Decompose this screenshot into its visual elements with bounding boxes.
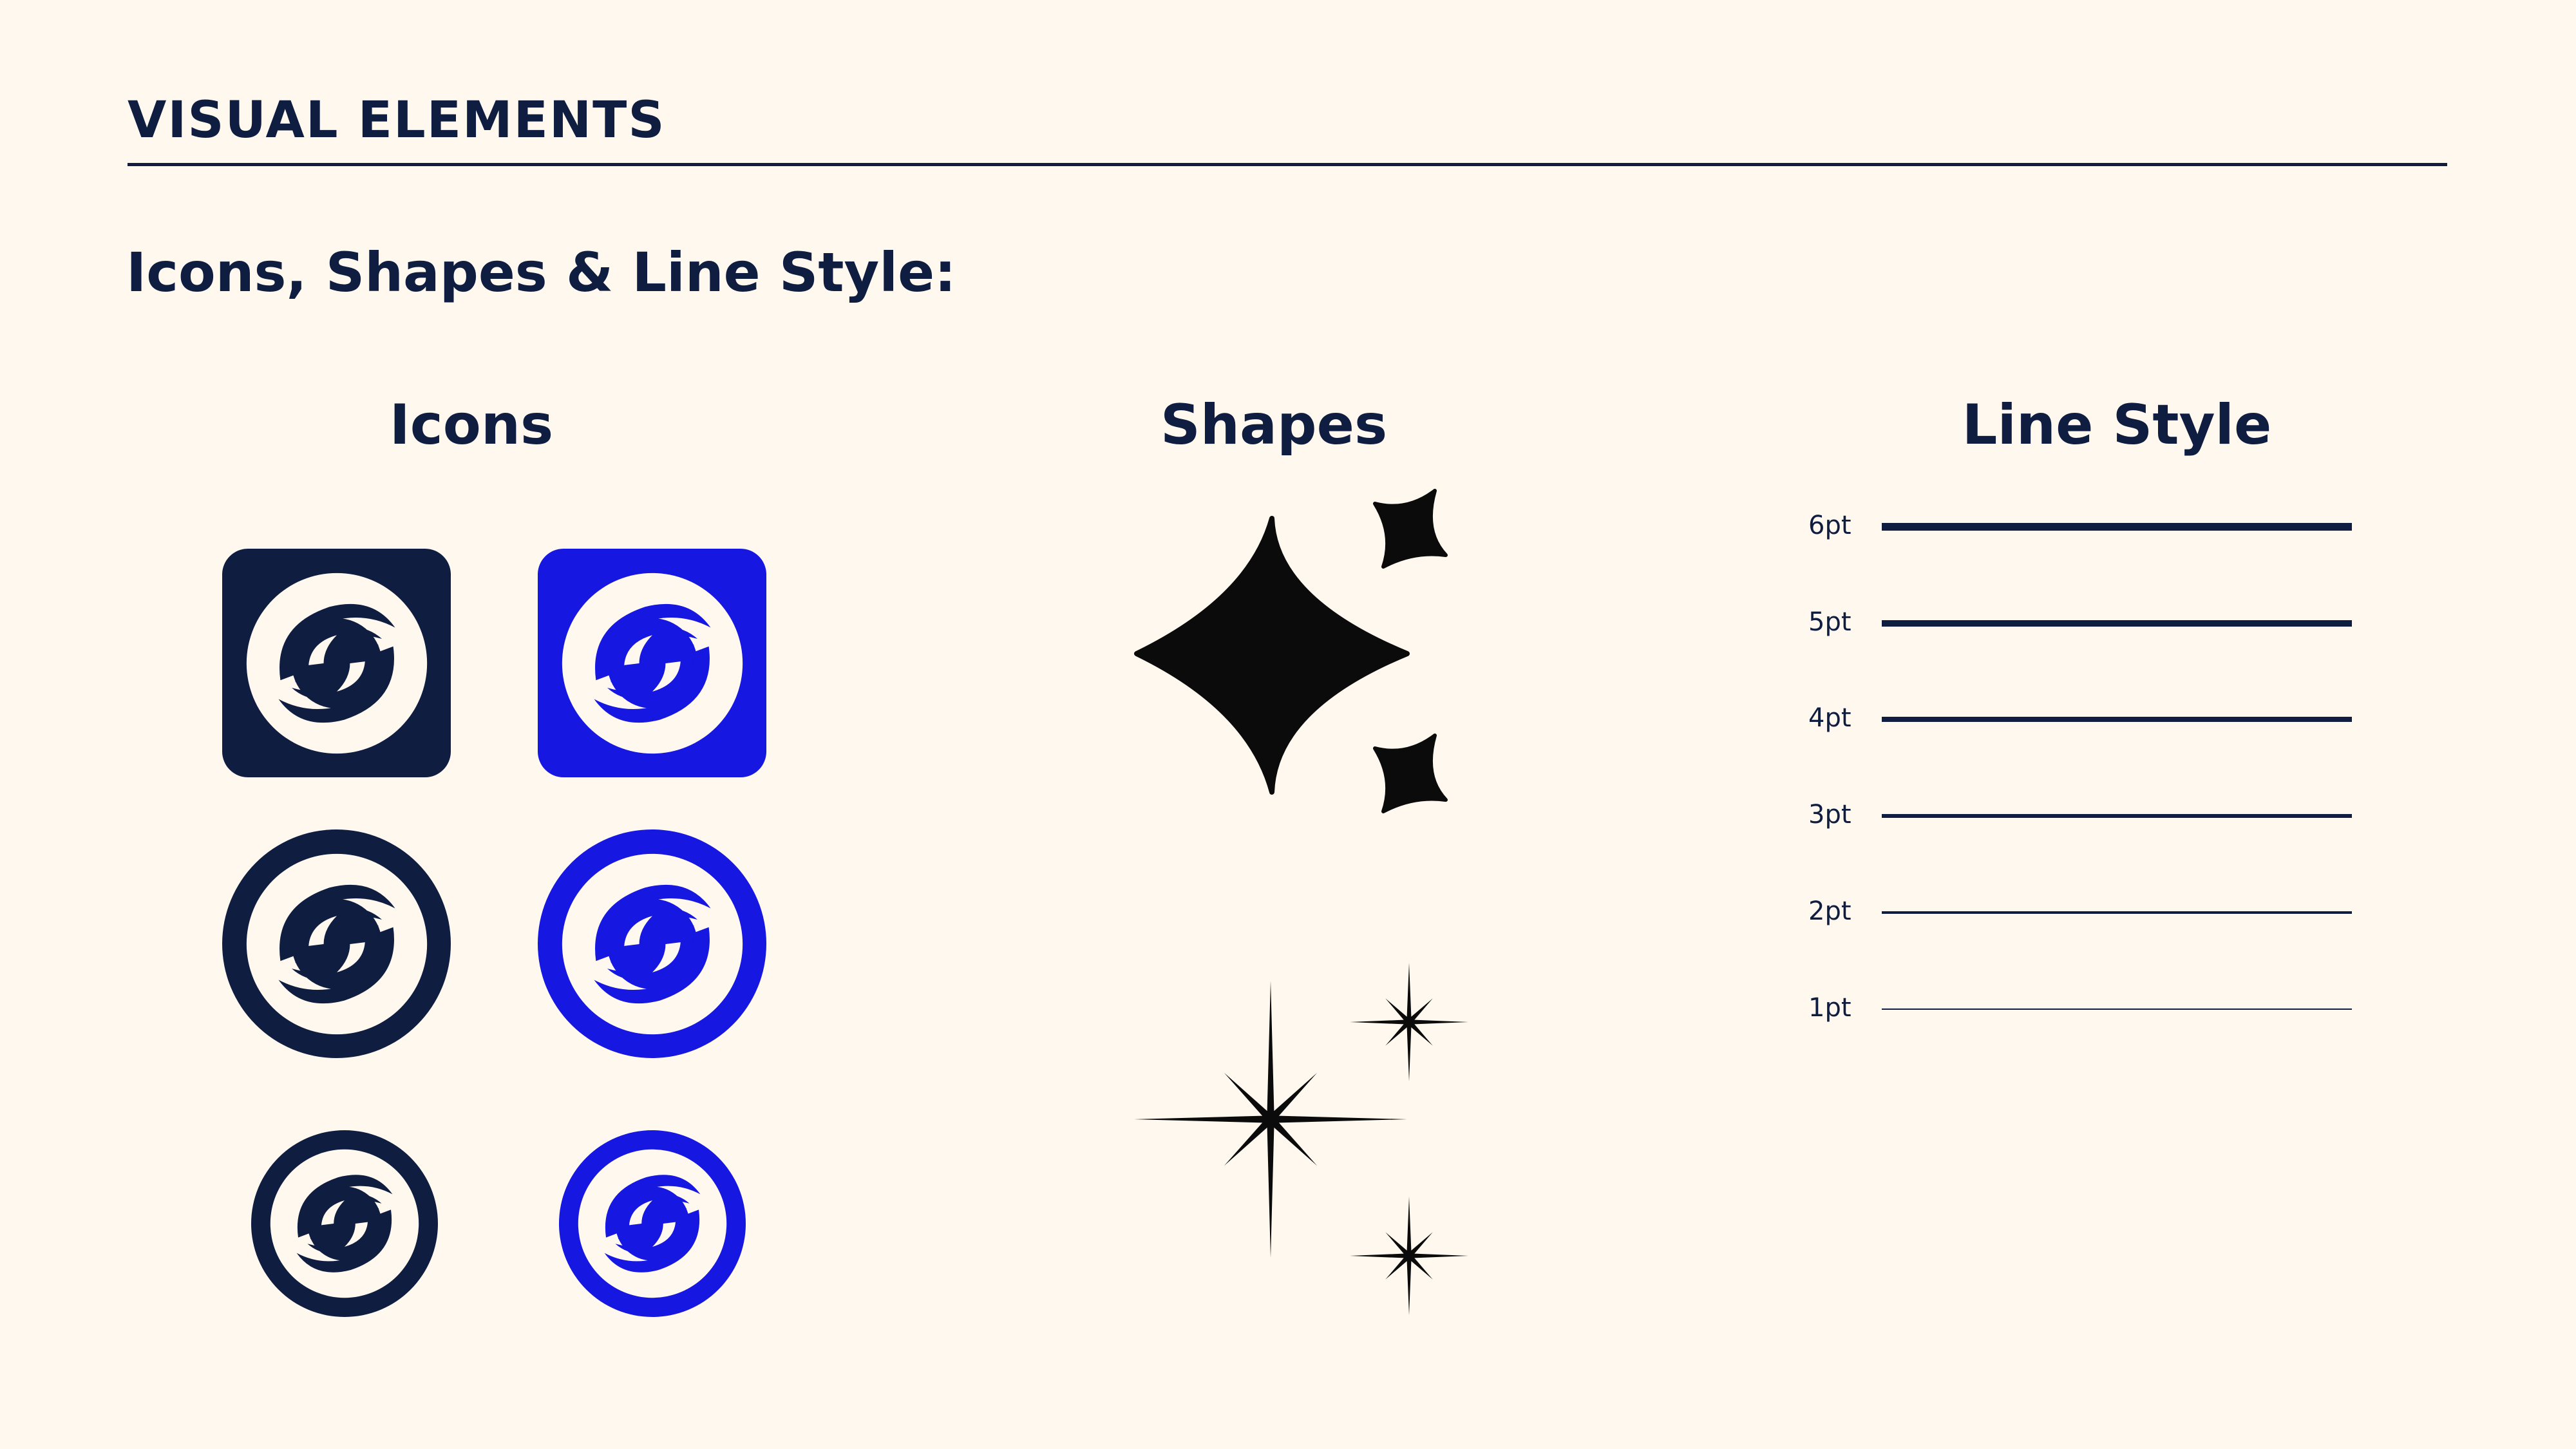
line-weight-sample [1882,620,2352,627]
line-weight-label: 5pt [1808,607,1852,637]
four-point-sparkle-group [1134,489,1448,813]
line-weight-label: 3pt [1808,800,1852,829]
line-weight-sample [1882,1009,2352,1010]
title-divider [128,163,2447,166]
small-star-bottom [1350,1197,1468,1315]
icons-heading: Icons [389,393,554,457]
large-eight-point-star [1134,981,1407,1258]
shapes-heading: Shapes [1160,393,1388,457]
large-four-point-sparkle [1134,516,1410,795]
page-subtitle: Icons, Shapes & Line Style: [126,241,956,304]
line-weight-label: 2pt [1808,896,1852,926]
swirl-icon-blue-rounded-square [538,549,766,777]
swirl-icon-navy-mark [251,1130,438,1317]
eight-point-star-group [1134,963,1468,1315]
line-weight-label: 6pt [1808,511,1852,540]
line-weight-sample [1882,717,2352,722]
line-weight-label: 4pt [1808,703,1852,733]
line-weight-label: 1pt [1808,993,1852,1023]
small-four-point-sparkle-top [1373,489,1448,569]
line-weight-sample [1882,523,2352,531]
swirl-icon-blue-circle-badge [538,829,766,1058]
section-title: Visual Elements [128,91,666,149]
small-star-top [1350,963,1468,1081]
line-weight-sample [1882,911,2352,914]
small-four-point-sparkle-bottom [1373,734,1448,813]
swirl-icon-navy-circle-badge [222,829,451,1058]
line-weight-sample [1882,814,2352,818]
swirl-icon-blue-mark [559,1130,746,1317]
swirl-icon-navy-rounded-square [222,549,451,777]
line-style-heading: Line Style [1962,393,2272,457]
